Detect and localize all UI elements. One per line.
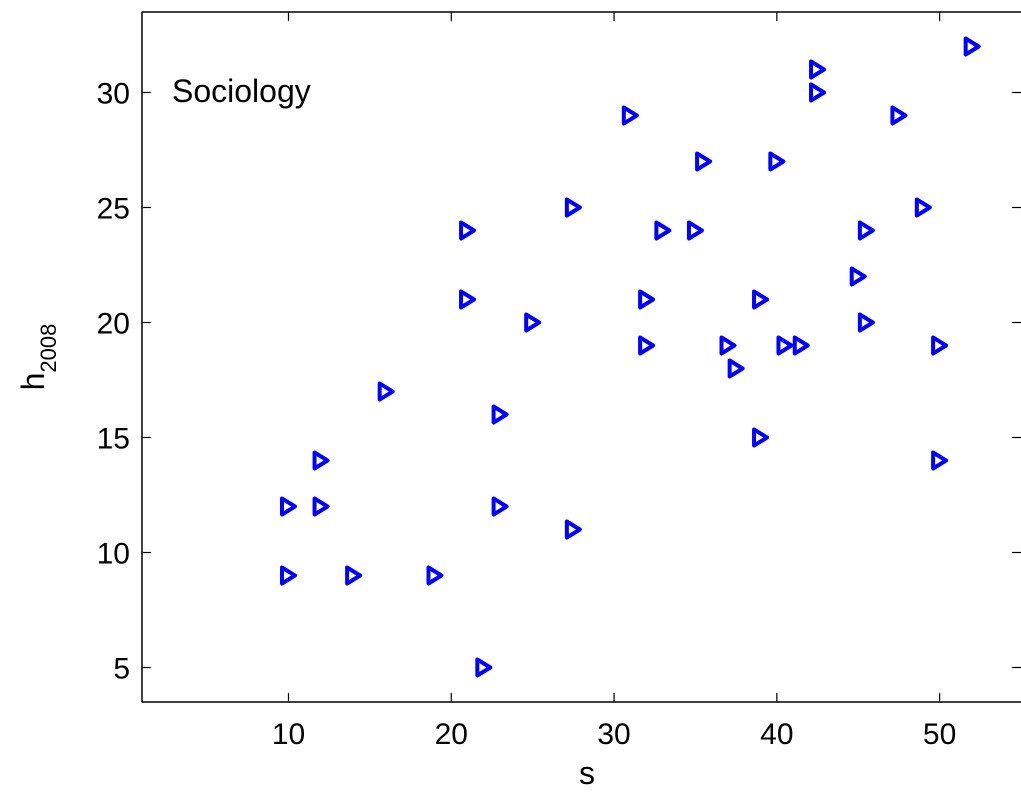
data-point [752,427,770,448]
data-point [719,335,737,356]
data-point [727,358,745,379]
x-tick-label: 20 [435,718,468,751]
y-axis-label-subscript: 2008 [36,324,61,373]
y-tick-label: 5 [113,653,130,686]
data-point [524,312,542,333]
data-point [890,105,908,126]
data-point [426,565,444,586]
x-tick-label: 10 [272,718,305,751]
x-tick-label: 40 [760,718,793,751]
data-point [491,496,509,517]
data-points [280,36,981,678]
data-point [776,335,794,356]
y-tick-label: 25 [97,193,130,226]
data-point [809,82,827,103]
data-point [564,519,582,540]
data-point [857,312,875,333]
data-point [849,266,867,287]
data-point [963,36,981,57]
data-point [857,220,875,241]
data-point [491,404,509,425]
data-point [752,289,770,310]
data-point [459,220,477,241]
data-point [792,335,810,356]
data-point [654,220,672,241]
data-point [809,59,827,80]
y-tick-label: 10 [97,538,130,571]
data-point [377,381,395,402]
annotation-label: Sociology [172,73,311,109]
data-point [638,335,656,356]
data-point [695,151,713,172]
data-point [931,335,949,356]
tick-marks [142,12,1021,702]
data-point [621,105,639,126]
svg-text:h2008: h2008 [15,324,61,391]
data-point [638,289,656,310]
y-tick-label: 15 [97,423,130,456]
data-point [280,496,297,517]
data-point [312,496,330,517]
plot-area-background [142,12,1021,702]
y-axis-label: h2008 [15,324,61,391]
data-point [280,565,297,586]
data-point [345,565,363,586]
data-point [564,197,582,218]
data-point [686,220,704,241]
x-axis-label: s [579,755,595,791]
y-tick-label: 20 [97,308,130,341]
data-point [459,289,477,310]
x-tick-label: 50 [923,718,956,751]
data-point [312,450,330,471]
data-point [931,450,949,471]
x-tick-label: 30 [597,718,630,751]
data-point [914,197,932,218]
y-tick-label: 30 [97,78,130,111]
tick-labels: 10 20 30 40 50 5 10 15 20 25 30 [97,78,957,752]
y-axis-label-main: h [15,373,51,391]
data-point [475,657,493,678]
data-point [768,151,786,172]
